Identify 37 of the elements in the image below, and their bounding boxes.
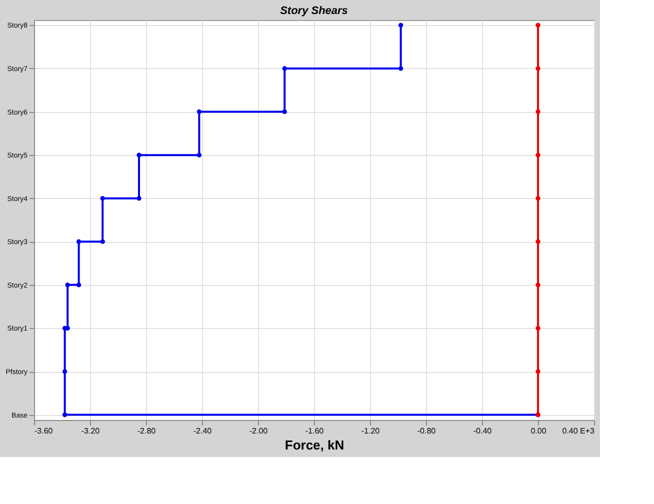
point [282, 66, 287, 71]
point [536, 369, 540, 374]
point [536, 22, 540, 28]
point [65, 282, 70, 288]
x-tick-label: -0.40 [473, 426, 492, 436]
chart-title: Story Shears [280, 5, 348, 17]
point [76, 282, 82, 288]
x-tick-label: -3.60 [34, 426, 54, 436]
point [536, 239, 540, 244]
point [536, 109, 540, 114]
point [536, 66, 540, 71]
x-tick-label: -2.80 [137, 426, 156, 436]
point [196, 109, 202, 114]
point [100, 196, 105, 201]
point [398, 22, 404, 28]
point [536, 152, 540, 158]
point [62, 369, 68, 374]
x-tick-label: -2.00 [249, 426, 268, 436]
point [136, 196, 142, 201]
x-tick-label: -0.80 [417, 426, 436, 436]
x-tick-label: -1.60 [305, 426, 324, 436]
x-tick-label: -2.40 [193, 426, 212, 436]
point [62, 412, 68, 418]
point [536, 326, 540, 331]
x-tick-label: -1.20 [361, 426, 380, 436]
point [282, 109, 287, 114]
x-axis-title: Force, kN [284, 438, 344, 452]
x-tick-label: 0.00 [530, 426, 547, 436]
point [536, 196, 540, 201]
x-tick-label: 0.40 E+3 [562, 426, 596, 436]
point [136, 152, 142, 158]
point [100, 239, 105, 244]
point [398, 66, 404, 71]
point [196, 152, 202, 158]
point [536, 282, 540, 288]
point [76, 239, 82, 244]
x-tick-label: -3.20 [81, 426, 100, 436]
